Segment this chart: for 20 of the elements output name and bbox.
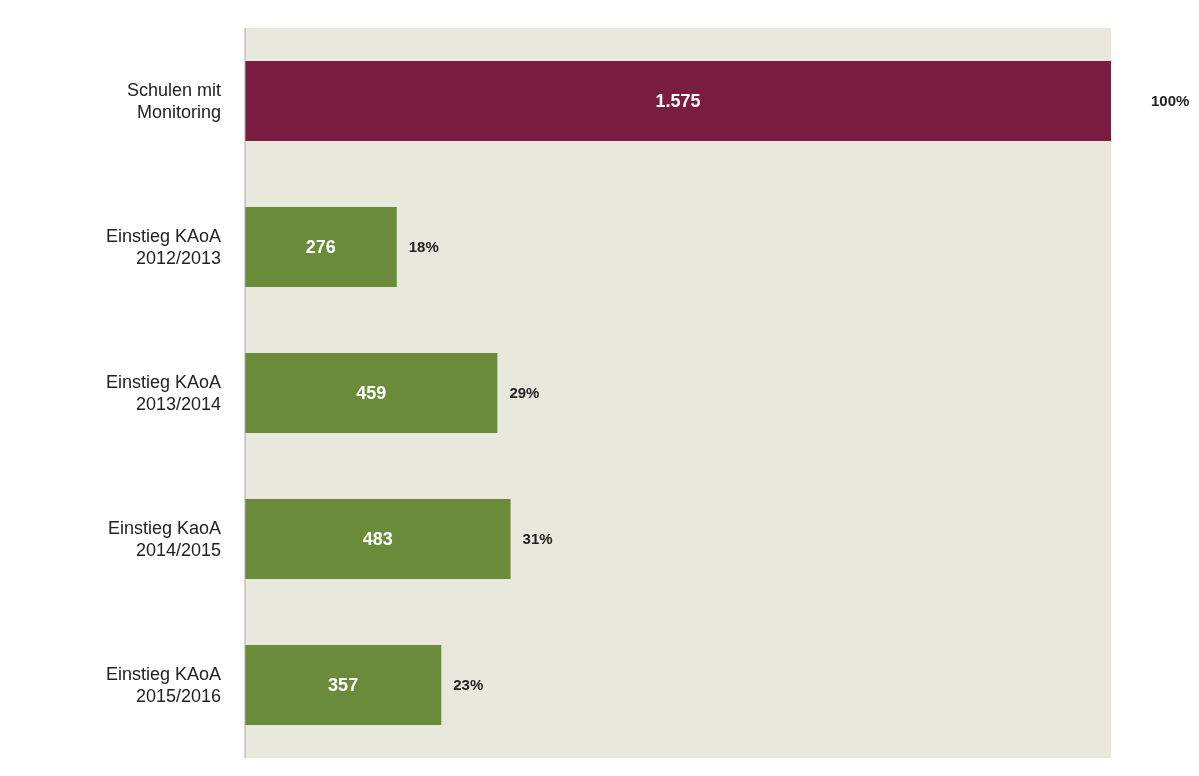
- y-tick-label: Einstieg KAoA 2012/2013: [105, 226, 221, 268]
- data-label: 483: [362, 529, 393, 549]
- data-label: 1.575: [655, 91, 701, 111]
- annotation: 18%: [408, 238, 439, 256]
- y-tick-label: Einstieg KAoA 2015/2016: [105, 664, 221, 706]
- y-tick-label: Einstieg KaoA 2014/2015: [107, 518, 221, 560]
- y-tick-label: Einstieg KAoA 2013/2014: [105, 372, 221, 414]
- data-label: 276: [305, 237, 336, 257]
- annotation: 100%: [1151, 92, 1190, 110]
- bar: [245, 499, 511, 579]
- bar: [245, 353, 498, 433]
- data-label: 357: [328, 675, 359, 695]
- data-label: 459: [356, 383, 387, 403]
- bar: [245, 645, 442, 725]
- annotation: 29%: [509, 384, 540, 402]
- bar: [245, 61, 1111, 141]
- annotation: 31%: [522, 530, 553, 548]
- bar: [245, 207, 397, 287]
- y-tick-label: Schulen mit Monitoring: [126, 80, 221, 122]
- annotation: 23%: [453, 676, 484, 694]
